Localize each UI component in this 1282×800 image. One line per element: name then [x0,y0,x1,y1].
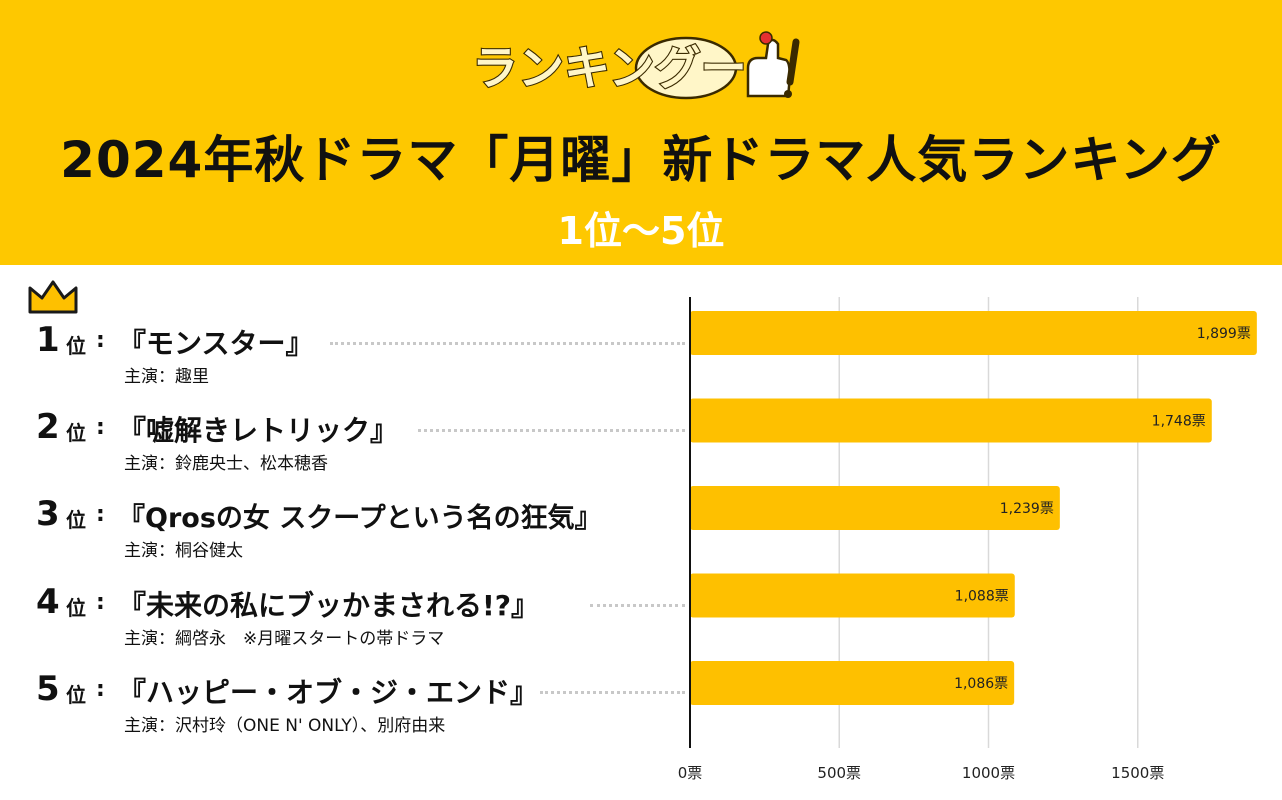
bar-5 [690,661,1015,705]
rank-number: 3 [36,494,60,534]
rank-suffix: 位 [66,508,86,532]
ranking-item-3: 3 位 : 『Qrosの女 スクープという名の狂気』 主演：桐谷健太 [0,488,690,568]
ranking-item-2: 2 位 : 『嘘解きレトリック』 主演：鈴鹿央士、松本穂香 [0,401,690,481]
leader-dots [418,429,685,432]
bar-4 [690,573,1015,618]
drama-title: 『モンスター』 [118,327,314,360]
x-tick-label-1500: 1500票 [1111,764,1164,782]
bar-value-label-1: 1,899票 [1197,326,1251,342]
rank-colon: : [96,677,105,702]
rank-number: 1 [36,320,60,360]
x-tick-label-0: 0票 [678,764,703,782]
rank-colon: : [96,590,105,615]
ranking-item-1: 1 位 : 『モンスター』 主演：趣里 [0,314,690,394]
rank-suffix: 位 [66,596,86,620]
bar-3 [690,486,1060,530]
leader-dots [540,691,685,694]
bar-value-label-5: 1,086票 [954,676,1008,692]
crown-icon [28,280,78,314]
drama-cast: 主演：鈴鹿央士、松本穂香 [124,454,328,474]
ranking-logo: ランキングー [471,31,800,100]
rank-colon: : [96,502,105,527]
page-subtitle: 1位～5位 [557,209,725,253]
drama-title: 『Qrosの女 スクープという名の狂気』 [118,503,602,534]
drama-cast: 主演：沢村玲（ONE N' ONLY）、別府由来 [124,716,446,736]
drama-cast: 主演：綱啓永 ※月曜スタートの帯ドラマ [124,629,445,649]
bar-2 [690,398,1212,443]
drama-title: 『未来の私にブッかまされる!?』 [118,589,540,622]
bar-value-label-4: 1,088票 [955,589,1009,605]
logo-text: ランキングー [472,41,747,95]
rank-colon: : [96,415,105,440]
drama-title: 『嘘解きレトリック』 [118,414,399,447]
bar-value-label-2: 1,748票 [1152,414,1206,430]
bar-value-label-3: 1,239票 [1000,501,1054,517]
drama-cast: 主演：桐谷健太 [124,541,243,561]
leader-dots [590,604,685,607]
x-tick-label-1000: 1000票 [962,764,1015,782]
rank-suffix: 位 [66,421,86,445]
rank-number: 2 [36,407,60,447]
rank-number: 4 [36,582,60,622]
rank-suffix: 位 [66,683,86,707]
page-title: 2024年秋ドラマ「月曜」新ドラマ人気ランキング [60,131,1222,189]
rank-colon: : [96,328,105,353]
ranking-item-5: 5 位 : 『ハッピー・オブ・ジ・エンド』 主演：沢村玲（ONE N' ONLY… [0,663,690,743]
rank-number: 5 [36,669,60,709]
drama-cast: 主演：趣里 [124,367,209,387]
chicken-thumbs-up-icon [746,31,800,98]
header-banner: ランキングー 2024年秋ドラマ「月曜」新ドラマ人気ランキング 1位～5位 [0,0,1282,265]
bar-1 [690,311,1257,355]
leader-dots [330,342,685,345]
ranking-item-4: 4 位 : 『未来の私にブッかまされる!?』 主演：綱啓永 ※月曜スタートの帯ド… [0,576,690,656]
drama-title: 『ハッピー・オブ・ジ・エンド』 [118,676,539,709]
x-tick-label-500: 500票 [817,764,861,782]
rank-suffix: 位 [66,334,86,358]
